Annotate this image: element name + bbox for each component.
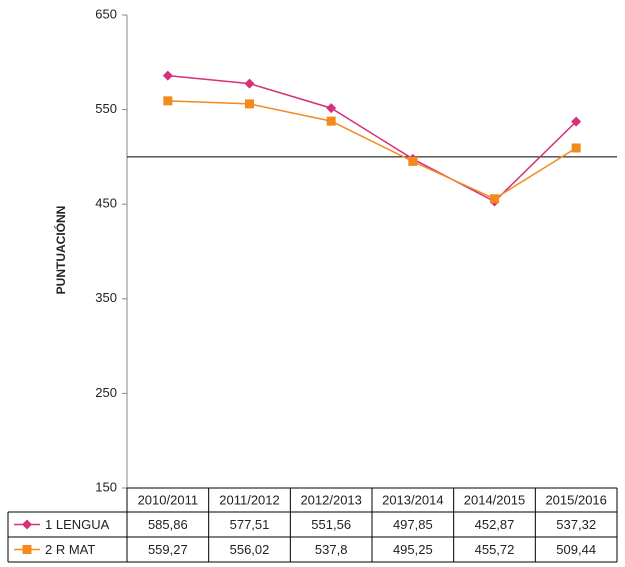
marker [408, 156, 418, 166]
table-value: 509,44 [556, 542, 596, 557]
series-line [167, 74, 577, 203]
y-tick-label: 550 [95, 101, 117, 116]
x-tick-label: 2014/2015 [464, 492, 525, 507]
legend-marker [22, 519, 32, 530]
table-value: 537,8 [315, 542, 348, 557]
y-tick-label: 150 [95, 479, 117, 494]
legend-marker [22, 545, 32, 554]
table-value: 577,51 [230, 517, 270, 532]
table-value: 452,87 [475, 517, 515, 532]
x-tick-label: 2015/2016 [545, 492, 606, 507]
table-value: 556,02 [230, 542, 270, 557]
table-value: 537,32 [556, 517, 596, 532]
table-value: 551,56 [311, 517, 351, 532]
y-tick-label: 350 [95, 290, 117, 305]
table-value: 495,25 [393, 542, 433, 557]
marker [326, 103, 337, 114]
x-tick-label: 2013/2014 [382, 492, 443, 507]
series-line [167, 100, 577, 200]
table-value: 559,27 [148, 542, 188, 557]
table-value: 497,85 [393, 517, 433, 532]
marker [244, 78, 255, 89]
x-tick-label: 2012/2013 [300, 492, 361, 507]
y-tick-label: 250 [95, 385, 117, 400]
table-value: 455,72 [475, 542, 515, 557]
marker [490, 194, 499, 204]
table-value: 585,86 [148, 517, 188, 532]
y-axis-label: PUNTUACIÓNN [53, 206, 68, 295]
legend-label: 2 R MAT [45, 542, 95, 557]
marker [571, 116, 582, 127]
x-tick-label: 2010/2011 [138, 492, 199, 507]
legend-label: 1 LENGUA [45, 517, 110, 532]
marker [163, 96, 173, 106]
marker [571, 143, 581, 153]
marker [245, 99, 254, 109]
y-tick-label: 450 [95, 196, 117, 211]
marker [162, 70, 173, 81]
x-tick-label: 2011/2012 [219, 492, 280, 507]
y-tick-label: 650 [95, 6, 117, 21]
marker [326, 116, 336, 126]
